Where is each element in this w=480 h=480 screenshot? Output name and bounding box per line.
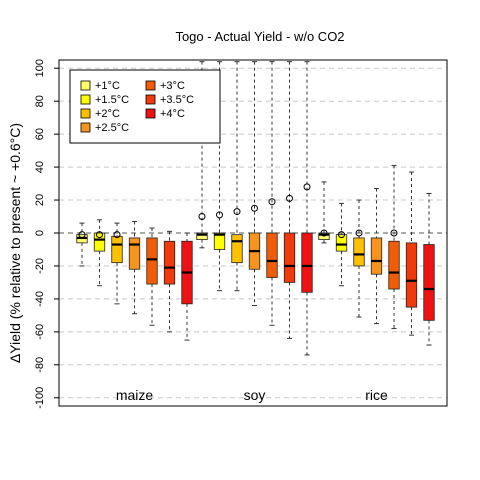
legend-label: +3°C (160, 80, 185, 92)
y-axis-label: ΔYield (% relative to present ~ +0.6°C) (7, 123, 23, 363)
box-maize-1 (93, 232, 106, 252)
mean-marker (390, 229, 398, 237)
group-label-rice: rice (365, 387, 388, 403)
mean-marker (198, 213, 206, 221)
chart-title: Togo - Actual Yield - w/o CO2 (175, 29, 344, 44)
legend-swatch (80, 80, 91, 91)
group-labels: maize soy rice (116, 387, 388, 403)
y-tick-label: 0 (34, 230, 46, 236)
box-maize-5 (163, 240, 176, 285)
box-rice-3 (370, 237, 383, 275)
mean-marker (113, 231, 121, 239)
legend-label: +2°C (95, 108, 120, 120)
mean-marker (251, 204, 258, 212)
plot-frame (58, 59, 448, 407)
box-maize-4 (146, 237, 158, 285)
y-tick-label: -60 (34, 324, 46, 340)
legend-label: +4°C (160, 108, 185, 120)
legend-swatch (145, 80, 156, 91)
legend-swatch (145, 94, 156, 105)
box-soy-0 (196, 232, 208, 240)
box-rice-1 (335, 234, 348, 252)
y-tick-label: 80 (34, 95, 46, 107)
mean-marker (96, 231, 103, 239)
box-soy-4 (266, 232, 278, 278)
mean-marker (233, 208, 241, 216)
y-tick-label: -80 (34, 357, 46, 373)
box-series (76, 61, 435, 356)
box-rice-2 (353, 237, 365, 267)
mean-marker (338, 231, 345, 239)
legend-swatch (80, 94, 91, 105)
box-soy-6 (301, 232, 313, 293)
y-tick-label: -100 (34, 387, 46, 409)
mean-marker (78, 231, 86, 239)
y-tick-label: -20 (34, 258, 46, 274)
legend-box (69, 69, 221, 144)
box-soy-1 (213, 232, 226, 250)
mean-marker (268, 198, 276, 206)
legend-label: +1.5°C (95, 94, 129, 106)
y-tick-label: 20 (34, 194, 46, 206)
y-tick-label: 40 (34, 161, 46, 173)
legend-label: +3.5°C (160, 94, 194, 106)
group-label-soy: soy (244, 387, 266, 403)
y-tick-label: 60 (34, 128, 46, 140)
mean-marker (286, 194, 293, 202)
mean-marker (216, 211, 223, 219)
box-rice-5 (405, 242, 418, 308)
group-label-maize: maize (116, 387, 154, 403)
legend-swatch (80, 108, 91, 119)
legend-swatch (145, 108, 156, 119)
legend-swatch (80, 122, 91, 133)
box-maize-3 (128, 237, 141, 270)
y-tick-label: -40 (34, 291, 46, 307)
legend-label: +2.5°C (95, 122, 129, 134)
box-rice-4 (388, 240, 400, 290)
legend-label: +1°C (95, 80, 120, 92)
box-maize-2 (111, 235, 123, 264)
y-axis: -100 -80 -60 -40 -20 0 20 40 60 80 100 (34, 59, 60, 409)
box-rice-6 (423, 244, 435, 321)
legend: +1°C +1.5°C +2°C +2.5°C +3°C +3.5°C +4°C (69, 69, 221, 144)
mean-marker (355, 229, 363, 237)
y-tick-label: 100 (34, 59, 46, 77)
mean-marker (303, 183, 311, 191)
box-soy-5 (283, 232, 296, 283)
box-soy-2 (231, 234, 243, 264)
mean-marker (320, 229, 328, 237)
